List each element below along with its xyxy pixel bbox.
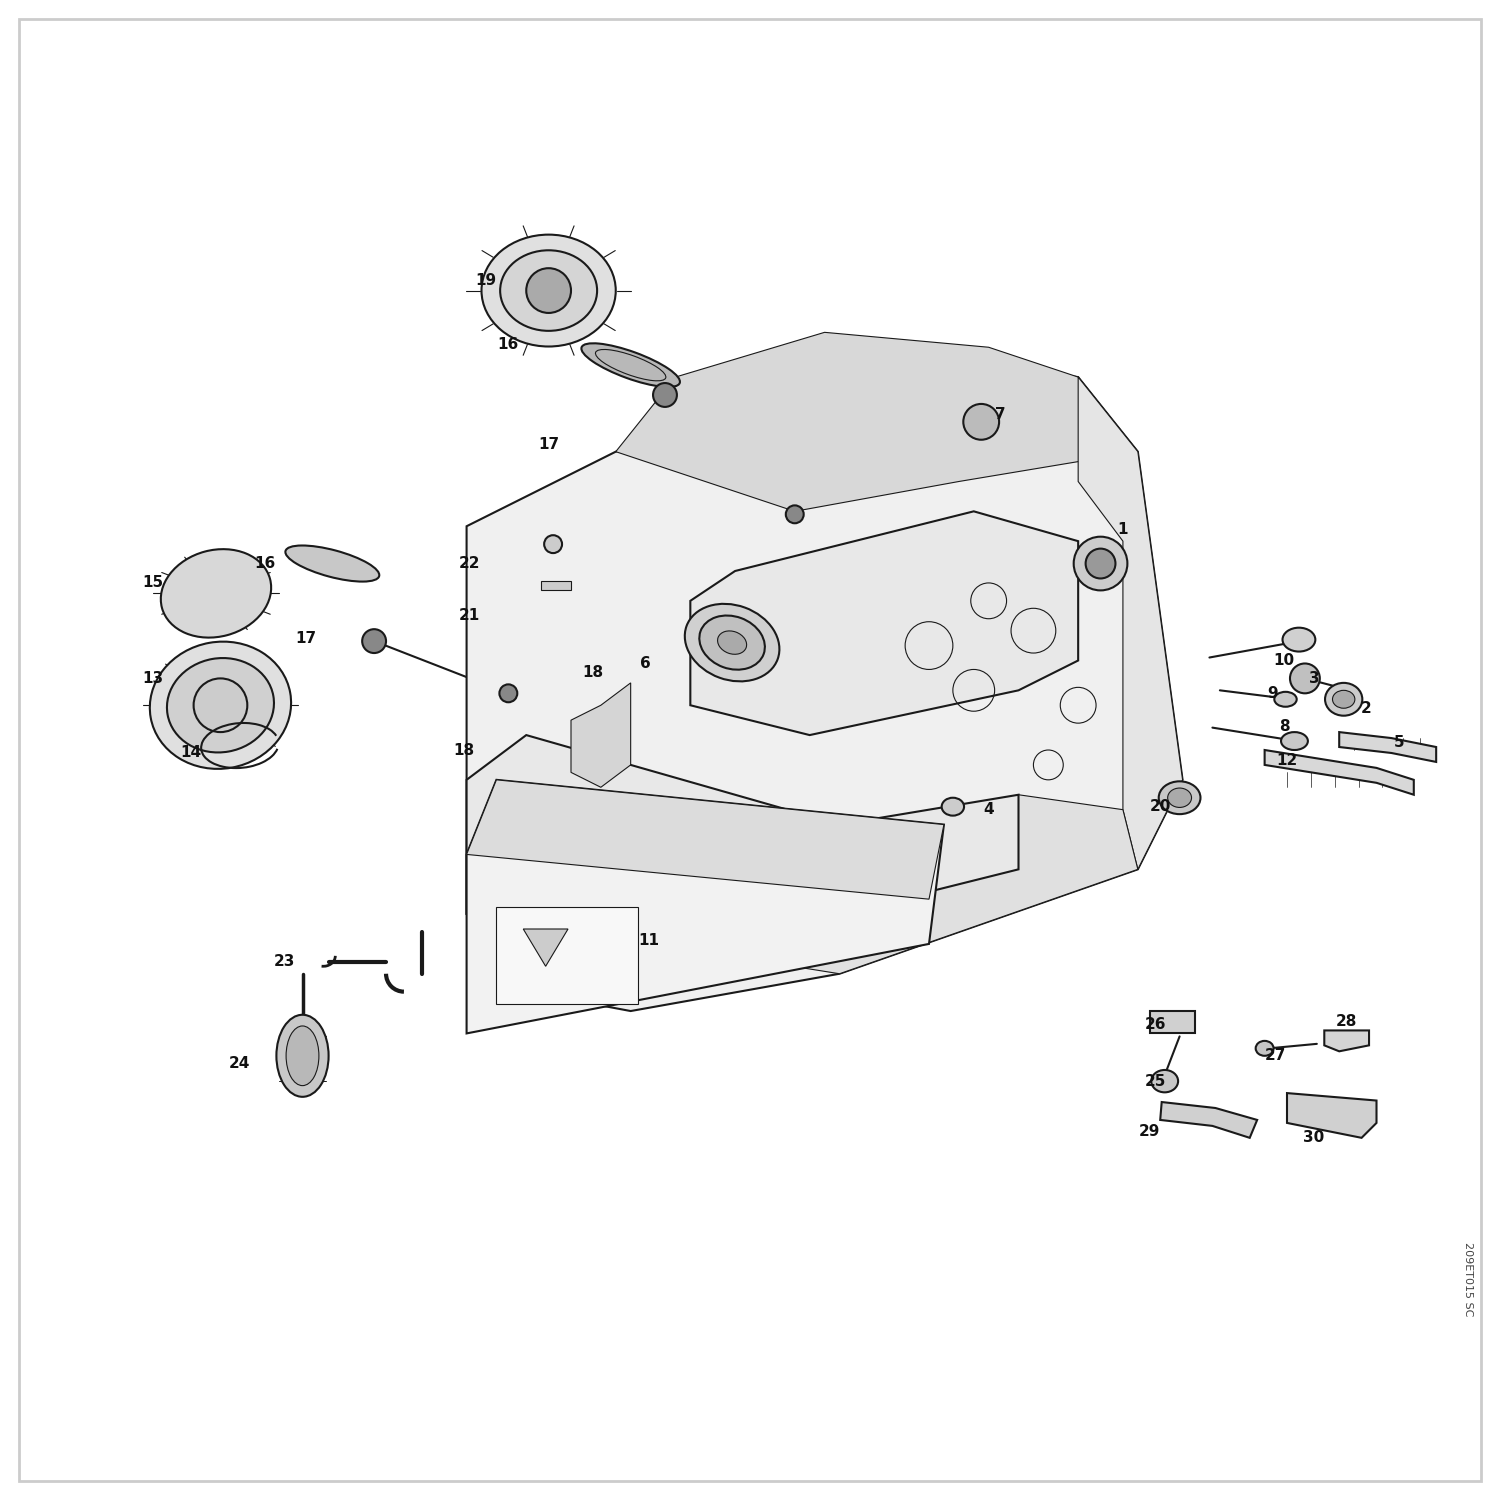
Text: 24: 24 [230, 1056, 251, 1071]
Polygon shape [466, 780, 944, 1034]
Text: 3: 3 [1308, 670, 1318, 686]
Text: 26: 26 [1144, 1017, 1167, 1032]
Circle shape [963, 404, 999, 439]
Circle shape [652, 382, 676, 406]
Ellipse shape [1282, 627, 1316, 651]
Polygon shape [1287, 1094, 1377, 1138]
Circle shape [1074, 537, 1128, 591]
Ellipse shape [1275, 692, 1296, 706]
Text: 22: 22 [459, 556, 480, 572]
Ellipse shape [150, 642, 291, 770]
Ellipse shape [1332, 690, 1354, 708]
Circle shape [526, 268, 572, 314]
Text: 12: 12 [1276, 753, 1298, 768]
Ellipse shape [160, 549, 272, 638]
Ellipse shape [1158, 782, 1200, 814]
Text: 19: 19 [476, 273, 496, 288]
Text: 21: 21 [459, 609, 480, 624]
Text: 14: 14 [180, 746, 201, 760]
Ellipse shape [942, 798, 964, 816]
Ellipse shape [500, 251, 597, 332]
Circle shape [500, 684, 517, 702]
Text: 17: 17 [296, 630, 316, 645]
Text: 16: 16 [255, 556, 276, 572]
Circle shape [544, 536, 562, 554]
Ellipse shape [717, 632, 747, 654]
Ellipse shape [482, 234, 615, 346]
Ellipse shape [1256, 1041, 1274, 1056]
Text: 15: 15 [142, 576, 164, 591]
Text: 13: 13 [142, 670, 164, 686]
Ellipse shape [285, 546, 380, 582]
Text: 30: 30 [1304, 1131, 1324, 1146]
Text: 2: 2 [1360, 700, 1371, 715]
Polygon shape [466, 362, 1182, 1011]
Circle shape [194, 678, 248, 732]
Polygon shape [615, 333, 1138, 512]
Text: 7: 7 [996, 406, 1006, 422]
Text: 27: 27 [1264, 1048, 1286, 1064]
Ellipse shape [1152, 1070, 1178, 1092]
Polygon shape [690, 512, 1078, 735]
Text: 29: 29 [1138, 1125, 1161, 1140]
Polygon shape [572, 682, 630, 788]
Circle shape [1290, 663, 1320, 693]
Polygon shape [466, 735, 1019, 958]
Circle shape [1086, 549, 1116, 579]
Ellipse shape [1324, 682, 1362, 716]
Polygon shape [1078, 376, 1182, 870]
Bar [1150, 1011, 1194, 1034]
Polygon shape [466, 795, 1138, 974]
Ellipse shape [1167, 788, 1191, 807]
Ellipse shape [699, 615, 765, 669]
Ellipse shape [166, 658, 274, 753]
Text: 18: 18 [453, 742, 474, 758]
Text: 8: 8 [1278, 718, 1290, 734]
Polygon shape [1340, 732, 1436, 762]
Text: 6: 6 [640, 656, 651, 670]
Text: 17: 17 [538, 436, 560, 451]
Text: 1: 1 [1118, 522, 1128, 537]
Polygon shape [1264, 750, 1414, 795]
Text: 23: 23 [274, 954, 296, 969]
Ellipse shape [286, 1026, 320, 1086]
Polygon shape [466, 780, 944, 898]
Ellipse shape [276, 1016, 328, 1096]
Text: 209ET015 SC: 209ET015 SC [1464, 1242, 1473, 1317]
Circle shape [786, 506, 804, 524]
Text: 16: 16 [498, 338, 519, 352]
Text: 28: 28 [1336, 1014, 1358, 1029]
Text: 10: 10 [1274, 652, 1294, 668]
Text: 18: 18 [584, 664, 604, 680]
Text: 25: 25 [1144, 1074, 1167, 1089]
FancyBboxPatch shape [496, 906, 638, 1004]
Text: 4: 4 [984, 802, 994, 818]
Ellipse shape [1281, 732, 1308, 750]
Text: 11: 11 [638, 933, 658, 948]
Bar [542, 582, 572, 591]
Ellipse shape [582, 344, 680, 387]
Polygon shape [1160, 1102, 1257, 1138]
Polygon shape [1324, 1030, 1370, 1051]
Ellipse shape [686, 604, 780, 681]
Text: 5: 5 [1394, 735, 1404, 750]
Circle shape [362, 628, 386, 652]
Polygon shape [524, 928, 568, 966]
Text: 20: 20 [1149, 800, 1172, 814]
Text: 9: 9 [1268, 686, 1278, 700]
